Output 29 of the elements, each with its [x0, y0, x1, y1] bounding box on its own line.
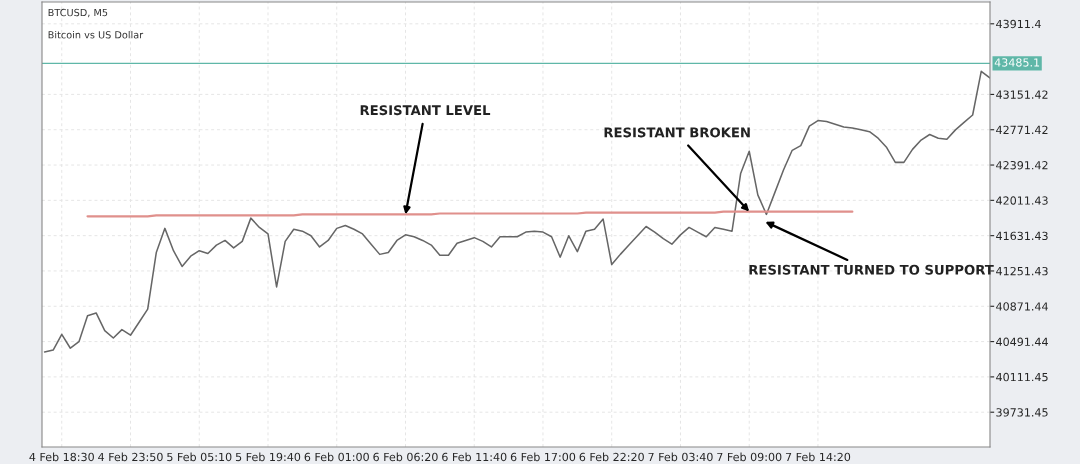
annotation: RESISTANT LEVEL [360, 105, 491, 116]
x-tick-label: 4 Feb 18:30 [29, 452, 94, 462]
x-tick-label: 4 Feb 23:50 [98, 452, 163, 462]
y-tick-label: 42391.42 [996, 161, 1048, 170]
y-tick-label: 40491.44 [996, 337, 1048, 346]
ref-line-label: 43485.1 [994, 58, 1040, 67]
y-tick-label: 39731.45 [996, 408, 1048, 417]
x-tick-label: 5 Feb 05:10 [167, 452, 232, 462]
x-tick-label: 7 Feb 03:40 [648, 452, 713, 462]
x-tick-label: 6 Feb 06:20 [373, 452, 438, 462]
y-tick-label: 43151.42 [996, 90, 1048, 99]
y-tick-label: 40871.44 [996, 302, 1048, 311]
y-tick-label: 41251.43 [996, 266, 1048, 276]
y-tick-label: 42011.43 [996, 196, 1048, 205]
x-tick-label: 7 Feb 14:20 [785, 452, 851, 462]
x-tick-label: 7 Feb 09:00 [717, 452, 782, 462]
x-tick-label: 5 Feb 19:40 [235, 452, 301, 462]
x-tick-label: 6 Feb 22:20 [579, 452, 644, 462]
x-tick-label: 6 Feb 11:40 [442, 452, 507, 462]
x-tick-label: 6 Feb 01:00 [304, 452, 369, 462]
y-tick-label: 40111.45 [996, 372, 1048, 382]
x-tick-label: 6 Feb 17:00 [510, 452, 576, 462]
text: BTCUSD, M5 [48, 8, 108, 18]
y-tick-label: 42771.42 [996, 125, 1048, 134]
annotation: RESISTANT TURNED TO SUPPORT [749, 264, 994, 275]
y-tick-label: 41631.43 [996, 231, 1048, 241]
annotation: RESISTANT BROKEN [604, 127, 750, 138]
text: Bitcoin vs US Dollar [48, 30, 144, 39]
y-tick-label: 43911.4 [996, 19, 1041, 29]
